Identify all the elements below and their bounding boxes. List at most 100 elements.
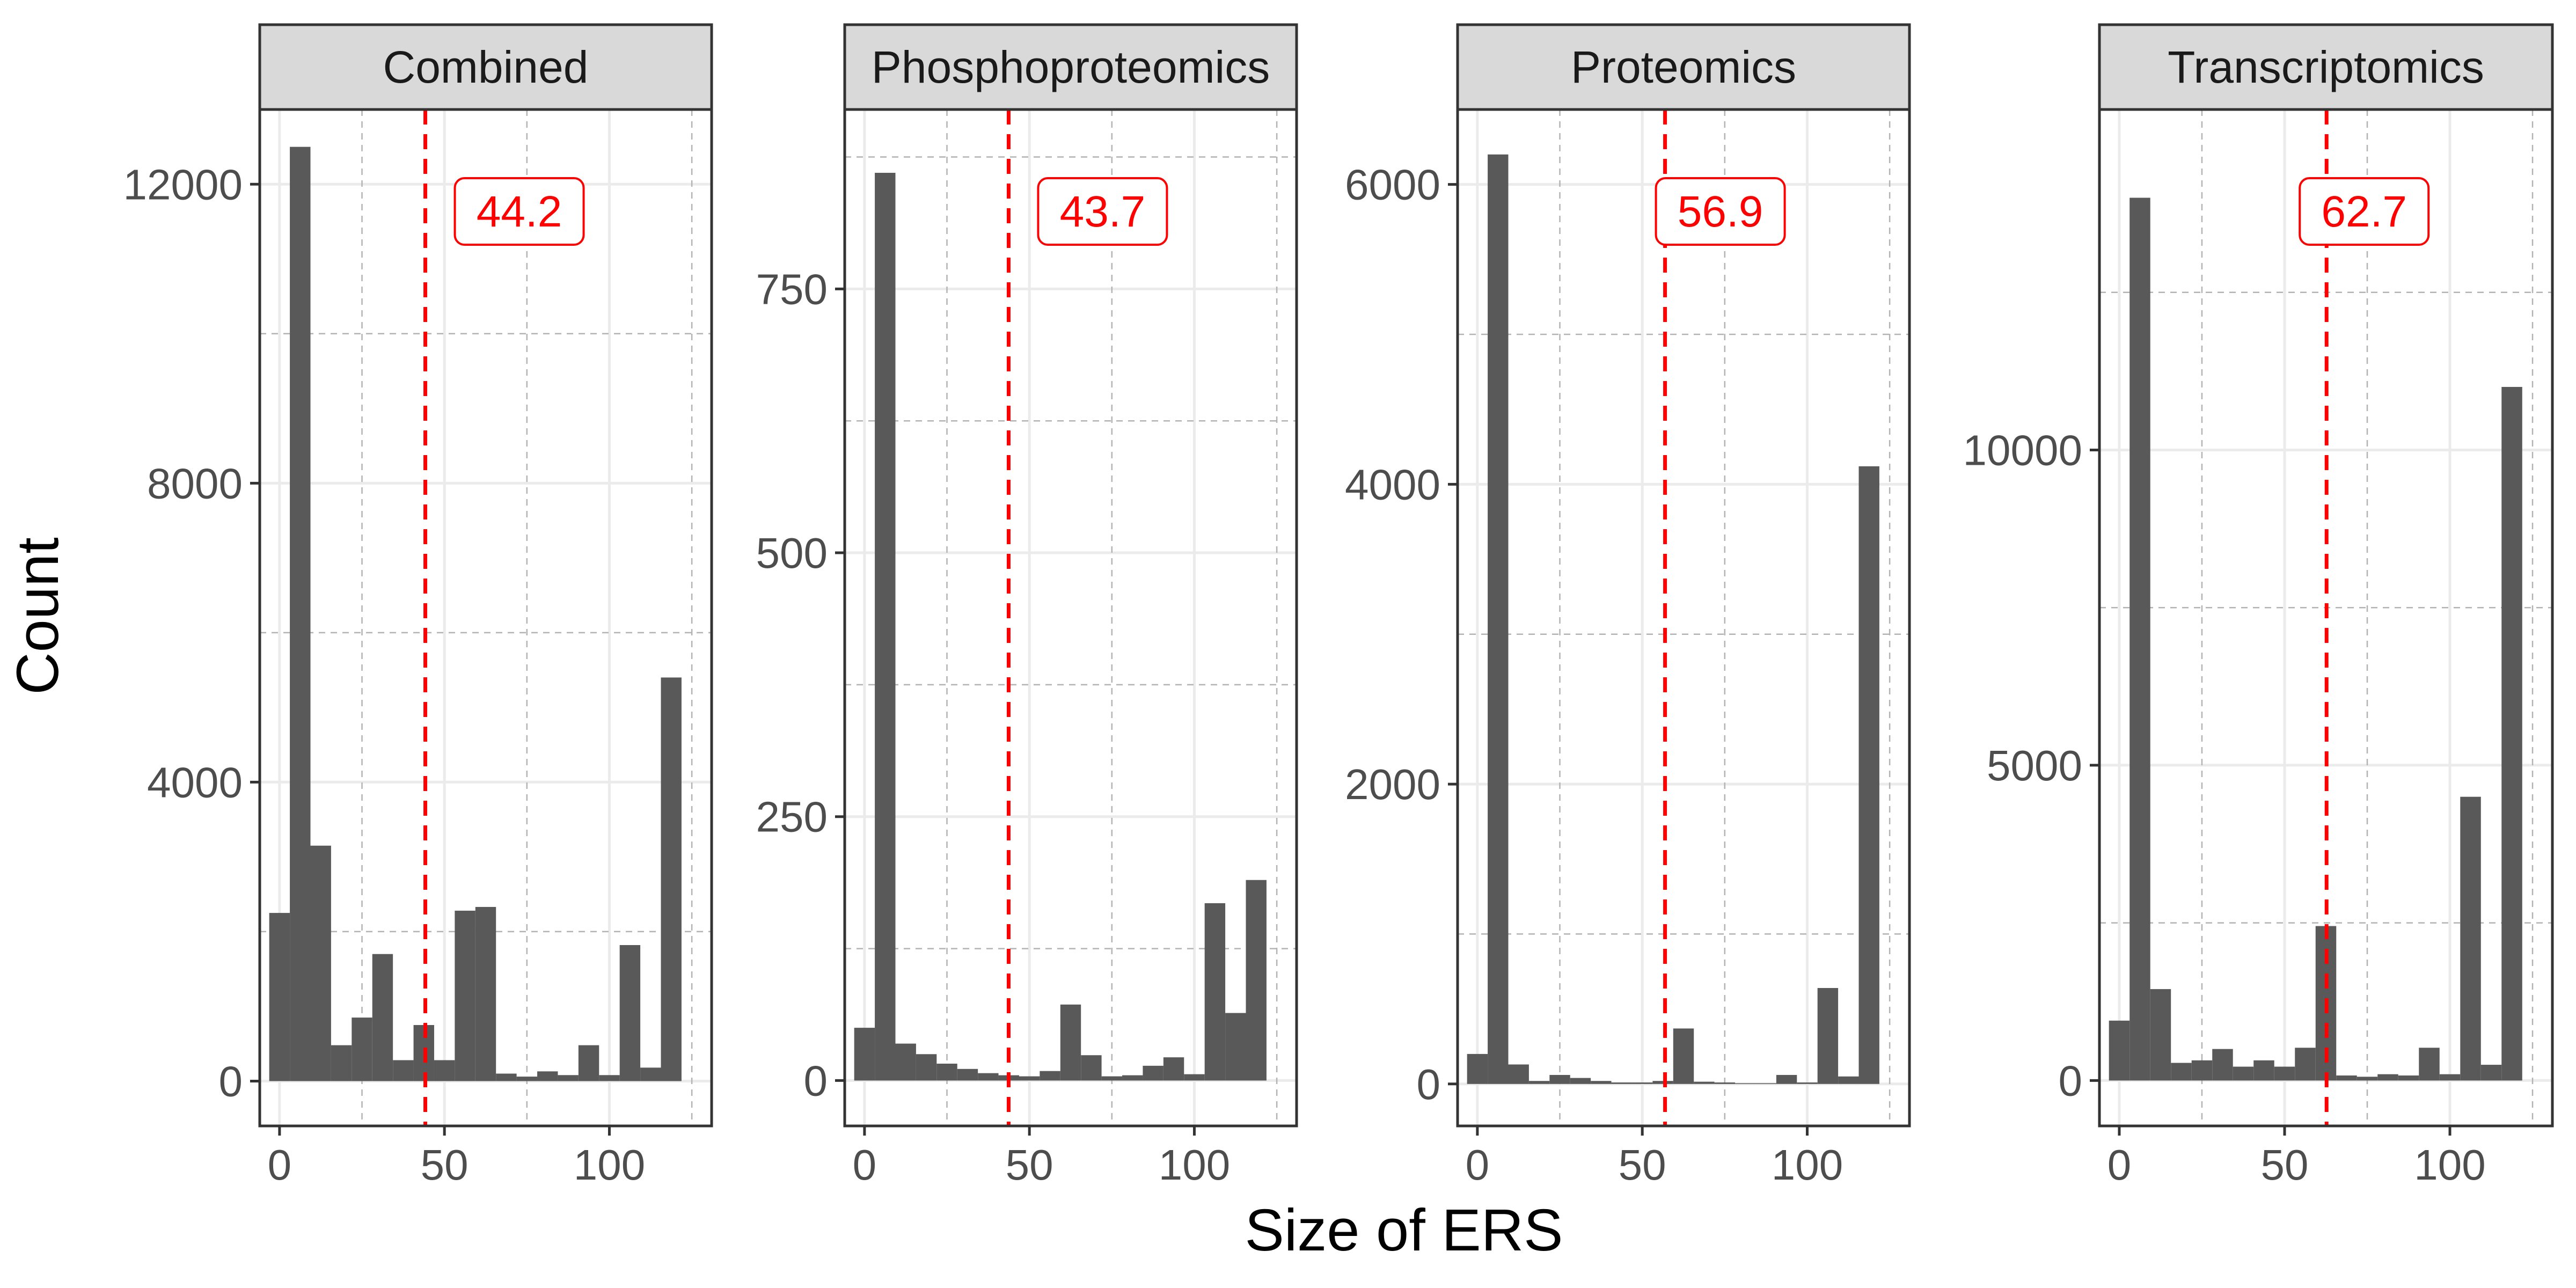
histogram-bar	[393, 1060, 414, 1081]
histogram-bar	[2129, 197, 2150, 1081]
histogram-bar	[537, 1071, 558, 1081]
histogram-bar	[2253, 1060, 2274, 1081]
mean-label-box	[1037, 177, 1168, 246]
x-tick-label: 50	[1619, 1141, 1666, 1189]
histogram-bar	[1101, 1076, 1123, 1081]
histogram-bar	[2439, 1074, 2461, 1081]
histogram-bar	[2150, 989, 2171, 1081]
histogram-bar	[1817, 987, 1839, 1084]
y-tick-label: 5000	[1987, 742, 2082, 789]
y-tick-label: 0	[219, 1057, 243, 1105]
histogram-bar	[496, 1073, 517, 1081]
y-tick-label: 12000	[123, 160, 243, 208]
histogram-bar	[2357, 1077, 2378, 1081]
histogram-bar	[1673, 1028, 1694, 1084]
x-tick-label: 50	[2261, 1141, 2309, 1189]
x-axis-title: Size of ERS	[1245, 1197, 1563, 1263]
histogram-bar	[1019, 1076, 1040, 1081]
histogram-bar	[2501, 386, 2522, 1081]
histogram-bar	[1858, 466, 1879, 1084]
histogram-bar	[1184, 1074, 1205, 1081]
histogram-bar	[957, 1069, 978, 1081]
histogram-bar	[1611, 1082, 1632, 1084]
histogram-bar	[1204, 903, 1226, 1081]
y-tick-label: 0	[2059, 1057, 2083, 1104]
histogram-bar	[2460, 796, 2481, 1081]
histogram-bar	[599, 1075, 620, 1081]
histogram-bar	[558, 1075, 579, 1081]
histogram-bar	[978, 1073, 999, 1081]
panel-proteomics: 56.9 Proteomics 0 50 100 0 2000 4000 6000	[1345, 23, 1911, 1189]
facet-strip	[2098, 23, 2554, 111]
histogram-bar	[2274, 1066, 2295, 1081]
y-tick-label: 8000	[147, 459, 243, 507]
y-tick-label: 500	[756, 529, 828, 577]
histogram-bar	[269, 913, 290, 1081]
histogram-bar	[1508, 1064, 1529, 1084]
y-tick-label: 750	[756, 265, 828, 313]
histogram-bar	[2191, 1060, 2213, 1081]
y-tick-label: 0	[1417, 1060, 1441, 1108]
mean-label: 62.7	[2321, 187, 2407, 236]
y-tick-label: 4000	[147, 758, 243, 806]
panel-phosphoproteomics: 43.7 Phosphoproteomics 0 50 100 0 250 500 750	[756, 23, 1298, 1189]
plot-area	[845, 109, 1297, 1126]
y-tick-label: 6000	[1345, 161, 1440, 209]
y-tick-label: 0	[804, 1057, 828, 1104]
histogram-bar	[1714, 1082, 1736, 1084]
histogram-bar	[2109, 1020, 2130, 1081]
histogram-bar	[455, 910, 475, 1081]
histogram-bar	[1652, 1081, 1673, 1084]
histogram-bar	[1060, 1004, 1081, 1081]
histogram-bar	[310, 845, 331, 1081]
facet-strip-label: Phosphoproteomics	[872, 42, 1270, 92]
histogram-bar	[1735, 1083, 1756, 1084]
histogram-bar	[1591, 1081, 1612, 1084]
histogram-bar	[1755, 1083, 1776, 1084]
mean-label-box	[2299, 177, 2430, 246]
histogram-bar	[2295, 1048, 2316, 1081]
y-axis-title: Count	[5, 537, 71, 695]
y-tick-label: 2000	[1345, 760, 1440, 808]
histogram-bar	[331, 1045, 352, 1081]
y-tick-label: 4000	[1345, 460, 1440, 508]
x-tick-label: 100	[1772, 1141, 1843, 1189]
histogram-bar	[895, 1043, 916, 1081]
histogram-bar	[661, 677, 682, 1081]
histogram-bar	[916, 1054, 937, 1081]
histogram-bar	[372, 954, 393, 1081]
histogram-bar	[1488, 154, 1509, 1084]
histogram-bar	[475, 906, 496, 1081]
histogram-bar	[1528, 1081, 1550, 1084]
histogram-bar	[352, 1018, 372, 1081]
histogram-bar	[854, 1028, 875, 1081]
x-tick-label: 0	[268, 1141, 292, 1189]
mean-label: 43.7	[1060, 187, 1146, 236]
facet-strip-label: Transcriptomics	[2168, 42, 2484, 92]
histogram-bar	[2377, 1074, 2398, 1081]
histogram-bar	[2480, 1065, 2502, 1081]
facet-strip-label: Proteomics	[1571, 42, 1796, 92]
x-tick-label: 0	[2107, 1141, 2132, 1189]
x-tick-label: 100	[1159, 1141, 1230, 1189]
histogram-bar	[936, 1063, 957, 1081]
histogram-bar	[1467, 1053, 1488, 1084]
histogram-bar	[2336, 1075, 2357, 1081]
x-tick-label: 0	[1466, 1141, 1490, 1189]
histogram-bar	[1225, 1013, 1246, 1081]
x-tick-label: 0	[853, 1141, 877, 1189]
histogram-bar	[1040, 1071, 1060, 1081]
x-tick-label: 50	[421, 1141, 469, 1189]
histogram-bar	[516, 1077, 538, 1081]
facet-strip-label: Combined	[383, 42, 589, 92]
facet-strip	[1456, 23, 1911, 111]
histogram-bar	[2419, 1048, 2440, 1081]
histogram-bar	[1549, 1075, 1570, 1084]
histogram-bar	[2212, 1049, 2233, 1081]
x-tick-label: 100	[574, 1141, 645, 1189]
facet-strip	[258, 23, 713, 111]
x-tick-label: 50	[1006, 1141, 1053, 1189]
mean-label: 44.2	[477, 187, 562, 236]
histogram-bar	[1163, 1057, 1184, 1081]
